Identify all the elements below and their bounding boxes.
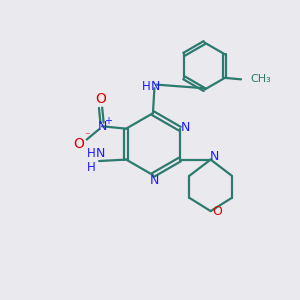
Text: O: O <box>95 92 106 106</box>
Text: N: N <box>96 147 105 160</box>
Text: N: N <box>209 149 219 163</box>
Text: O: O <box>73 137 84 151</box>
Text: H: H <box>142 80 151 93</box>
Text: N: N <box>151 80 160 93</box>
Text: H: H <box>86 161 95 174</box>
Text: H: H <box>86 147 95 160</box>
Text: ⁻: ⁻ <box>84 132 89 142</box>
Text: N: N <box>150 174 159 187</box>
Text: CH₃: CH₃ <box>250 74 271 84</box>
Text: +: + <box>104 116 112 126</box>
Text: N: N <box>97 120 107 134</box>
Text: N: N <box>180 121 190 134</box>
Text: O: O <box>212 205 222 218</box>
